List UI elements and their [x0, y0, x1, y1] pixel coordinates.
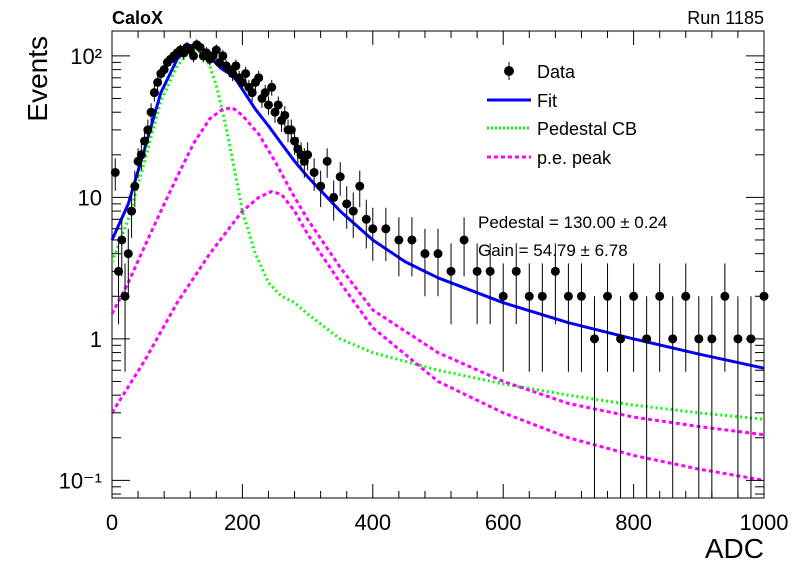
data-point — [348, 206, 358, 216]
data-point — [342, 199, 352, 209]
data-point — [280, 110, 290, 120]
data-point — [655, 291, 665, 301]
data-point — [273, 100, 283, 110]
data-point — [143, 125, 153, 135]
data-point — [211, 45, 221, 55]
data-point — [459, 235, 469, 245]
data-point — [286, 125, 296, 135]
x-tick-label: 800 — [615, 510, 652, 535]
data-point — [446, 266, 456, 276]
data-point — [355, 181, 365, 191]
data-point — [149, 88, 159, 98]
data-point — [237, 77, 247, 87]
data-point — [694, 334, 704, 344]
data-point — [361, 214, 371, 224]
data-point — [117, 235, 127, 245]
data-point — [322, 156, 332, 166]
legend-label: p.e. peak — [537, 148, 612, 168]
data-point — [260, 88, 270, 98]
data-point — [420, 249, 430, 259]
data-point — [189, 51, 198, 61]
y-tick-label: 10 — [78, 185, 102, 210]
data-point — [616, 334, 626, 344]
data-point — [498, 291, 508, 301]
x-tick-label: 1000 — [740, 510, 789, 535]
data-point — [247, 88, 257, 98]
legend-data-marker-icon — [504, 66, 514, 76]
data-point — [303, 150, 313, 160]
data-point — [241, 69, 251, 79]
x-axis-label: ADC — [705, 533, 764, 564]
data-point — [668, 334, 678, 344]
data-point — [254, 73, 264, 83]
data-point — [642, 334, 652, 344]
data-point — [159, 65, 169, 75]
experiment-label: CaloX — [112, 8, 163, 28]
data-point — [140, 136, 150, 146]
x-tick-label: 600 — [485, 510, 522, 535]
pe-peak-curve — [110, 190, 765, 482]
data-point — [472, 266, 482, 276]
data-point — [407, 235, 417, 245]
data-point — [733, 334, 743, 344]
data-point — [485, 266, 495, 276]
legend-label: Fit — [537, 91, 557, 111]
data-point — [381, 224, 391, 234]
data-point — [368, 224, 378, 234]
data-point — [263, 100, 273, 110]
y-axis-label: Events — [22, 36, 53, 122]
x-tick-label: 400 — [354, 510, 391, 535]
data-point — [309, 167, 319, 177]
data-point — [511, 266, 521, 276]
data-point — [335, 172, 345, 182]
data-point — [153, 77, 163, 87]
data-point — [231, 61, 241, 71]
data-point — [550, 266, 560, 276]
data-point — [130, 181, 140, 191]
data-point — [316, 181, 326, 191]
y-tick-label: 10⁻¹ — [59, 468, 102, 493]
pedestal-stat-label: Pedestal = 130.00 ± 0.24 — [478, 213, 667, 232]
data-point — [228, 69, 238, 79]
data-point — [524, 291, 534, 301]
data-point — [589, 334, 599, 344]
data-point — [218, 51, 228, 61]
data-point — [270, 107, 280, 117]
data-point — [537, 291, 547, 301]
data-point — [681, 291, 691, 301]
x-tick-label: 0 — [106, 510, 118, 535]
data-point — [563, 291, 573, 301]
data-point — [576, 291, 586, 301]
data-point — [120, 291, 130, 301]
run-label: Run 1185 — [687, 8, 764, 28]
data-point — [329, 192, 339, 202]
legend: Data Fit Pedestal CB p.e. peak — [487, 62, 637, 168]
data-point — [603, 291, 613, 301]
data-point — [146, 107, 156, 117]
legend-label: Pedestal CB — [537, 119, 637, 139]
y-tick-label: 10² — [70, 44, 102, 69]
data-point — [136, 150, 146, 160]
data-point — [433, 249, 443, 259]
data-point — [720, 291, 730, 301]
pe-peak-curve — [110, 106, 765, 437]
x-tick-label: 200 — [224, 510, 261, 535]
data-point — [110, 167, 120, 177]
data-point — [290, 136, 300, 146]
data-point — [127, 206, 137, 216]
data-point — [267, 82, 277, 92]
legend-label: Data — [537, 62, 576, 82]
data-point — [195, 42, 205, 52]
y-tick-label: 1 — [90, 327, 102, 352]
data-point — [707, 334, 717, 344]
data-point — [123, 249, 133, 259]
data-point — [629, 291, 639, 301]
gain-stat-label: Gain = 54.79 ± 6.78 — [478, 241, 628, 260]
data-point — [394, 235, 404, 245]
